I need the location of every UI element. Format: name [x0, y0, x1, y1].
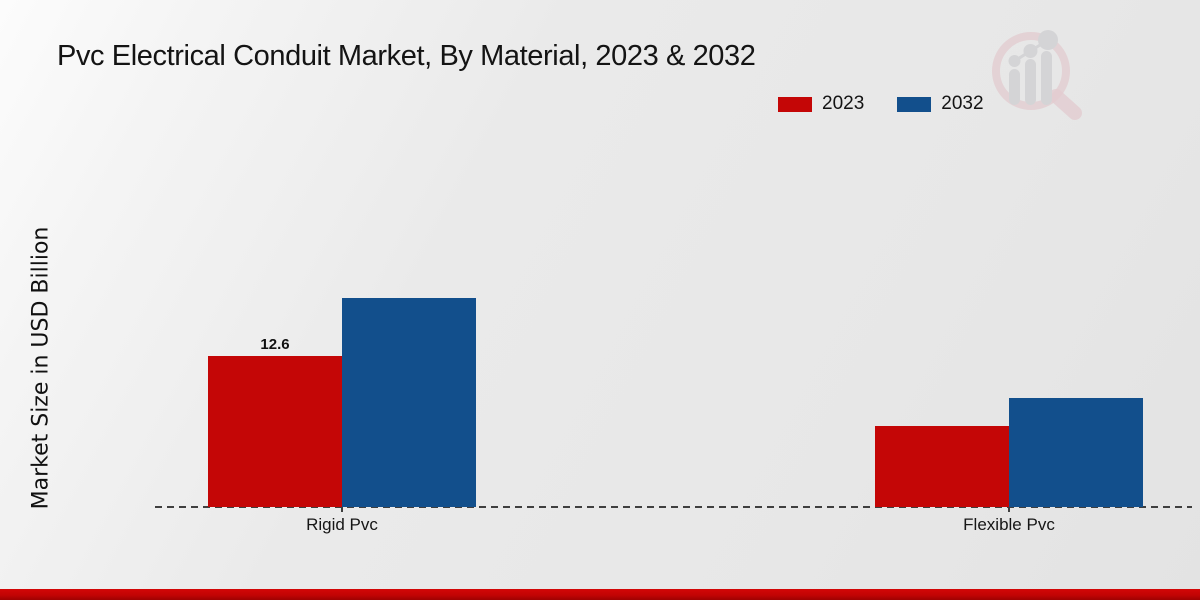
bar-flexible-pvc-2023[interactable] [875, 426, 1009, 507]
legend-item-2032[interactable]: 2032 [897, 93, 984, 114]
bar-rigid-pvc-2032[interactable] [342, 298, 476, 507]
category-label-flexible-pvc: Flexible Pvc [963, 515, 1055, 534]
legend-item-2023[interactable]: 2023 [778, 94, 864, 114]
legend-label-2032: 2032 [941, 93, 984, 114]
x-axis-baseline [155, 506, 1192, 508]
legend-swatch-2023 [778, 96, 812, 112]
bar-rigid-pvc-2023[interactable] [208, 356, 342, 507]
magnifier-bar-chart-watermark-icon [992, 30, 1082, 120]
x-axis-tick-rigid-pvc [341, 507, 343, 512]
bar-flexible-pvc-2032[interactable] [1009, 398, 1143, 507]
footer-accent-band [0, 589, 1200, 600]
chart-title: Pvc Electrical Conduit Market, By Materi… [57, 40, 756, 72]
x-axis-tick-flexible-pvc [1008, 507, 1010, 512]
category-label-rigid-pvc: Rigid Pvc [306, 515, 378, 534]
bar-value-label-rigid-pvc-2023: 12.6 [260, 336, 290, 353]
legend-swatch-2032 [897, 96, 932, 112]
legend: 2023 2032 [778, 94, 984, 114]
legend-label-2023: 2023 [822, 93, 865, 114]
